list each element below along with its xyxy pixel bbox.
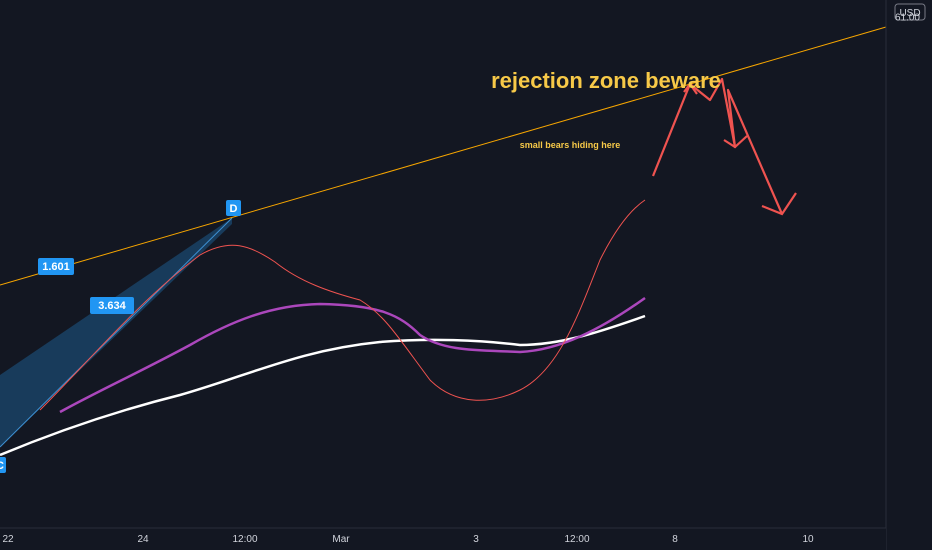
time-tick-label: 8: [672, 534, 678, 545]
ma-fast-line: [39, 199, 646, 411]
trendline: [0, 26, 887, 286]
ma-mid-line: [59, 296, 646, 414]
arrowhead-icon: [723, 135, 748, 149]
time-tick-label: 12:00: [232, 534, 257, 545]
pattern-label-box: [226, 200, 241, 216]
price-axis[interactable]: USD70.0069.0068.0067.0066.0065.0064.0063…: [885, 0, 932, 550]
pattern-label-text: 3.634: [98, 300, 126, 312]
time-axis-bg: [0, 528, 886, 550]
time-tick-label: 3: [473, 534, 479, 545]
trendline-layer: [0, 26, 887, 286]
currency-badge[interactable]: [894, 3, 926, 21]
price-tick-label: 61.00: [895, 13, 920, 24]
projection-arrows: [651, 77, 797, 216]
zone-labels: rejection zone beware small bears hiding …: [491, 68, 721, 150]
zone-label-small-bears: small bears hiding here: [520, 140, 621, 150]
arrowhead-icon: [683, 82, 698, 95]
price-axis-bg: [886, 0, 932, 550]
time-tick-label: 10: [802, 534, 814, 545]
pattern-labels: 1.601 3.634 D C: [0, 200, 241, 473]
pattern-label-box: [0, 457, 6, 473]
pattern-label-text: C: [0, 460, 4, 472]
pattern-label-text: D: [230, 203, 238, 215]
pattern-leg: [0, 217, 233, 448]
time-axis[interactable]: 22 24 12:00 Mar 3 12:00 8 10: [0, 527, 886, 550]
pattern-label-box: [90, 297, 134, 314]
time-tick-label: Mar: [332, 534, 350, 545]
time-tick-label: 12:00: [564, 534, 589, 545]
moving-averages: [0, 199, 646, 457]
ma-slow-line: [0, 314, 646, 457]
currency-label: USD: [899, 8, 920, 19]
time-tick-label: 24: [137, 534, 149, 545]
pattern-label-box: [38, 258, 74, 275]
zone-label-rejection: rejection zone beware: [491, 68, 721, 93]
time-tick-label: 22: [2, 534, 14, 545]
pattern-label-text: 1.601: [42, 261, 70, 273]
arrowhead-icon: [761, 192, 797, 216]
